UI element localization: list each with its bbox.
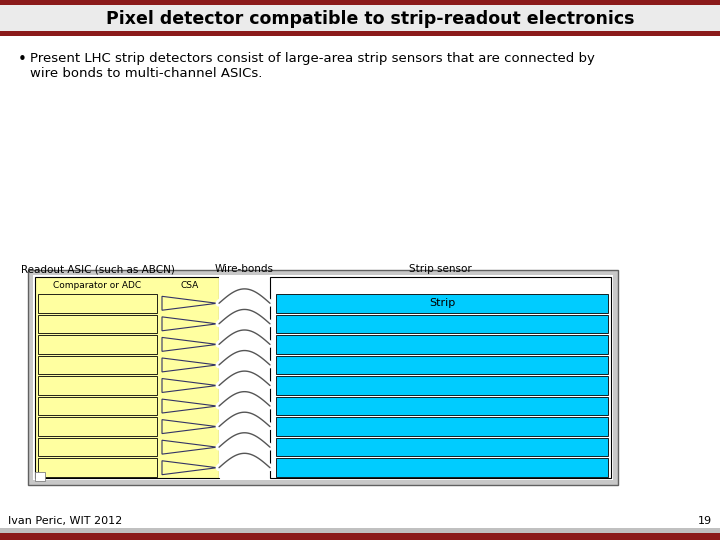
Text: Wire-bonds: Wire-bonds xyxy=(215,264,274,274)
Bar xyxy=(28,270,618,485)
Bar xyxy=(35,277,219,478)
Text: 19: 19 xyxy=(698,516,712,526)
Bar xyxy=(276,315,608,333)
Bar xyxy=(0,0,720,36)
Bar xyxy=(38,397,157,415)
Bar xyxy=(276,458,608,477)
Text: Present LHC strip detectors consist of large-area strip sensors that are connect: Present LHC strip detectors consist of l… xyxy=(30,52,595,80)
Text: •: • xyxy=(18,52,27,67)
Bar xyxy=(276,356,608,374)
Bar xyxy=(0,0,720,5)
Bar xyxy=(38,458,157,477)
Text: Comparator or ADC: Comparator or ADC xyxy=(53,280,142,289)
Text: Strip sensor: Strip sensor xyxy=(409,264,472,274)
Bar xyxy=(38,438,157,456)
Bar xyxy=(33,275,613,480)
Bar xyxy=(0,528,720,533)
Bar xyxy=(0,533,720,540)
Bar xyxy=(276,294,608,313)
Bar xyxy=(276,376,608,395)
Bar xyxy=(35,472,45,481)
Bar xyxy=(270,277,611,478)
Bar xyxy=(0,31,720,36)
Bar xyxy=(38,294,157,313)
Bar xyxy=(38,315,157,333)
Bar xyxy=(276,397,608,415)
Text: Ivan Peric, WIT 2012: Ivan Peric, WIT 2012 xyxy=(8,516,122,526)
Bar xyxy=(38,417,157,436)
Bar xyxy=(276,417,608,436)
Bar xyxy=(38,356,157,374)
Text: Pixel detector compatible to strip-readout electronics: Pixel detector compatible to strip-reado… xyxy=(106,10,634,28)
Text: Strip: Strip xyxy=(429,298,455,308)
Bar xyxy=(276,335,608,354)
Bar xyxy=(219,277,270,478)
Bar xyxy=(38,376,157,395)
Bar xyxy=(38,335,157,354)
Bar xyxy=(276,438,608,456)
Text: Readout ASIC (such as ABCN): Readout ASIC (such as ABCN) xyxy=(21,264,174,274)
Text: CSA: CSA xyxy=(181,280,199,289)
